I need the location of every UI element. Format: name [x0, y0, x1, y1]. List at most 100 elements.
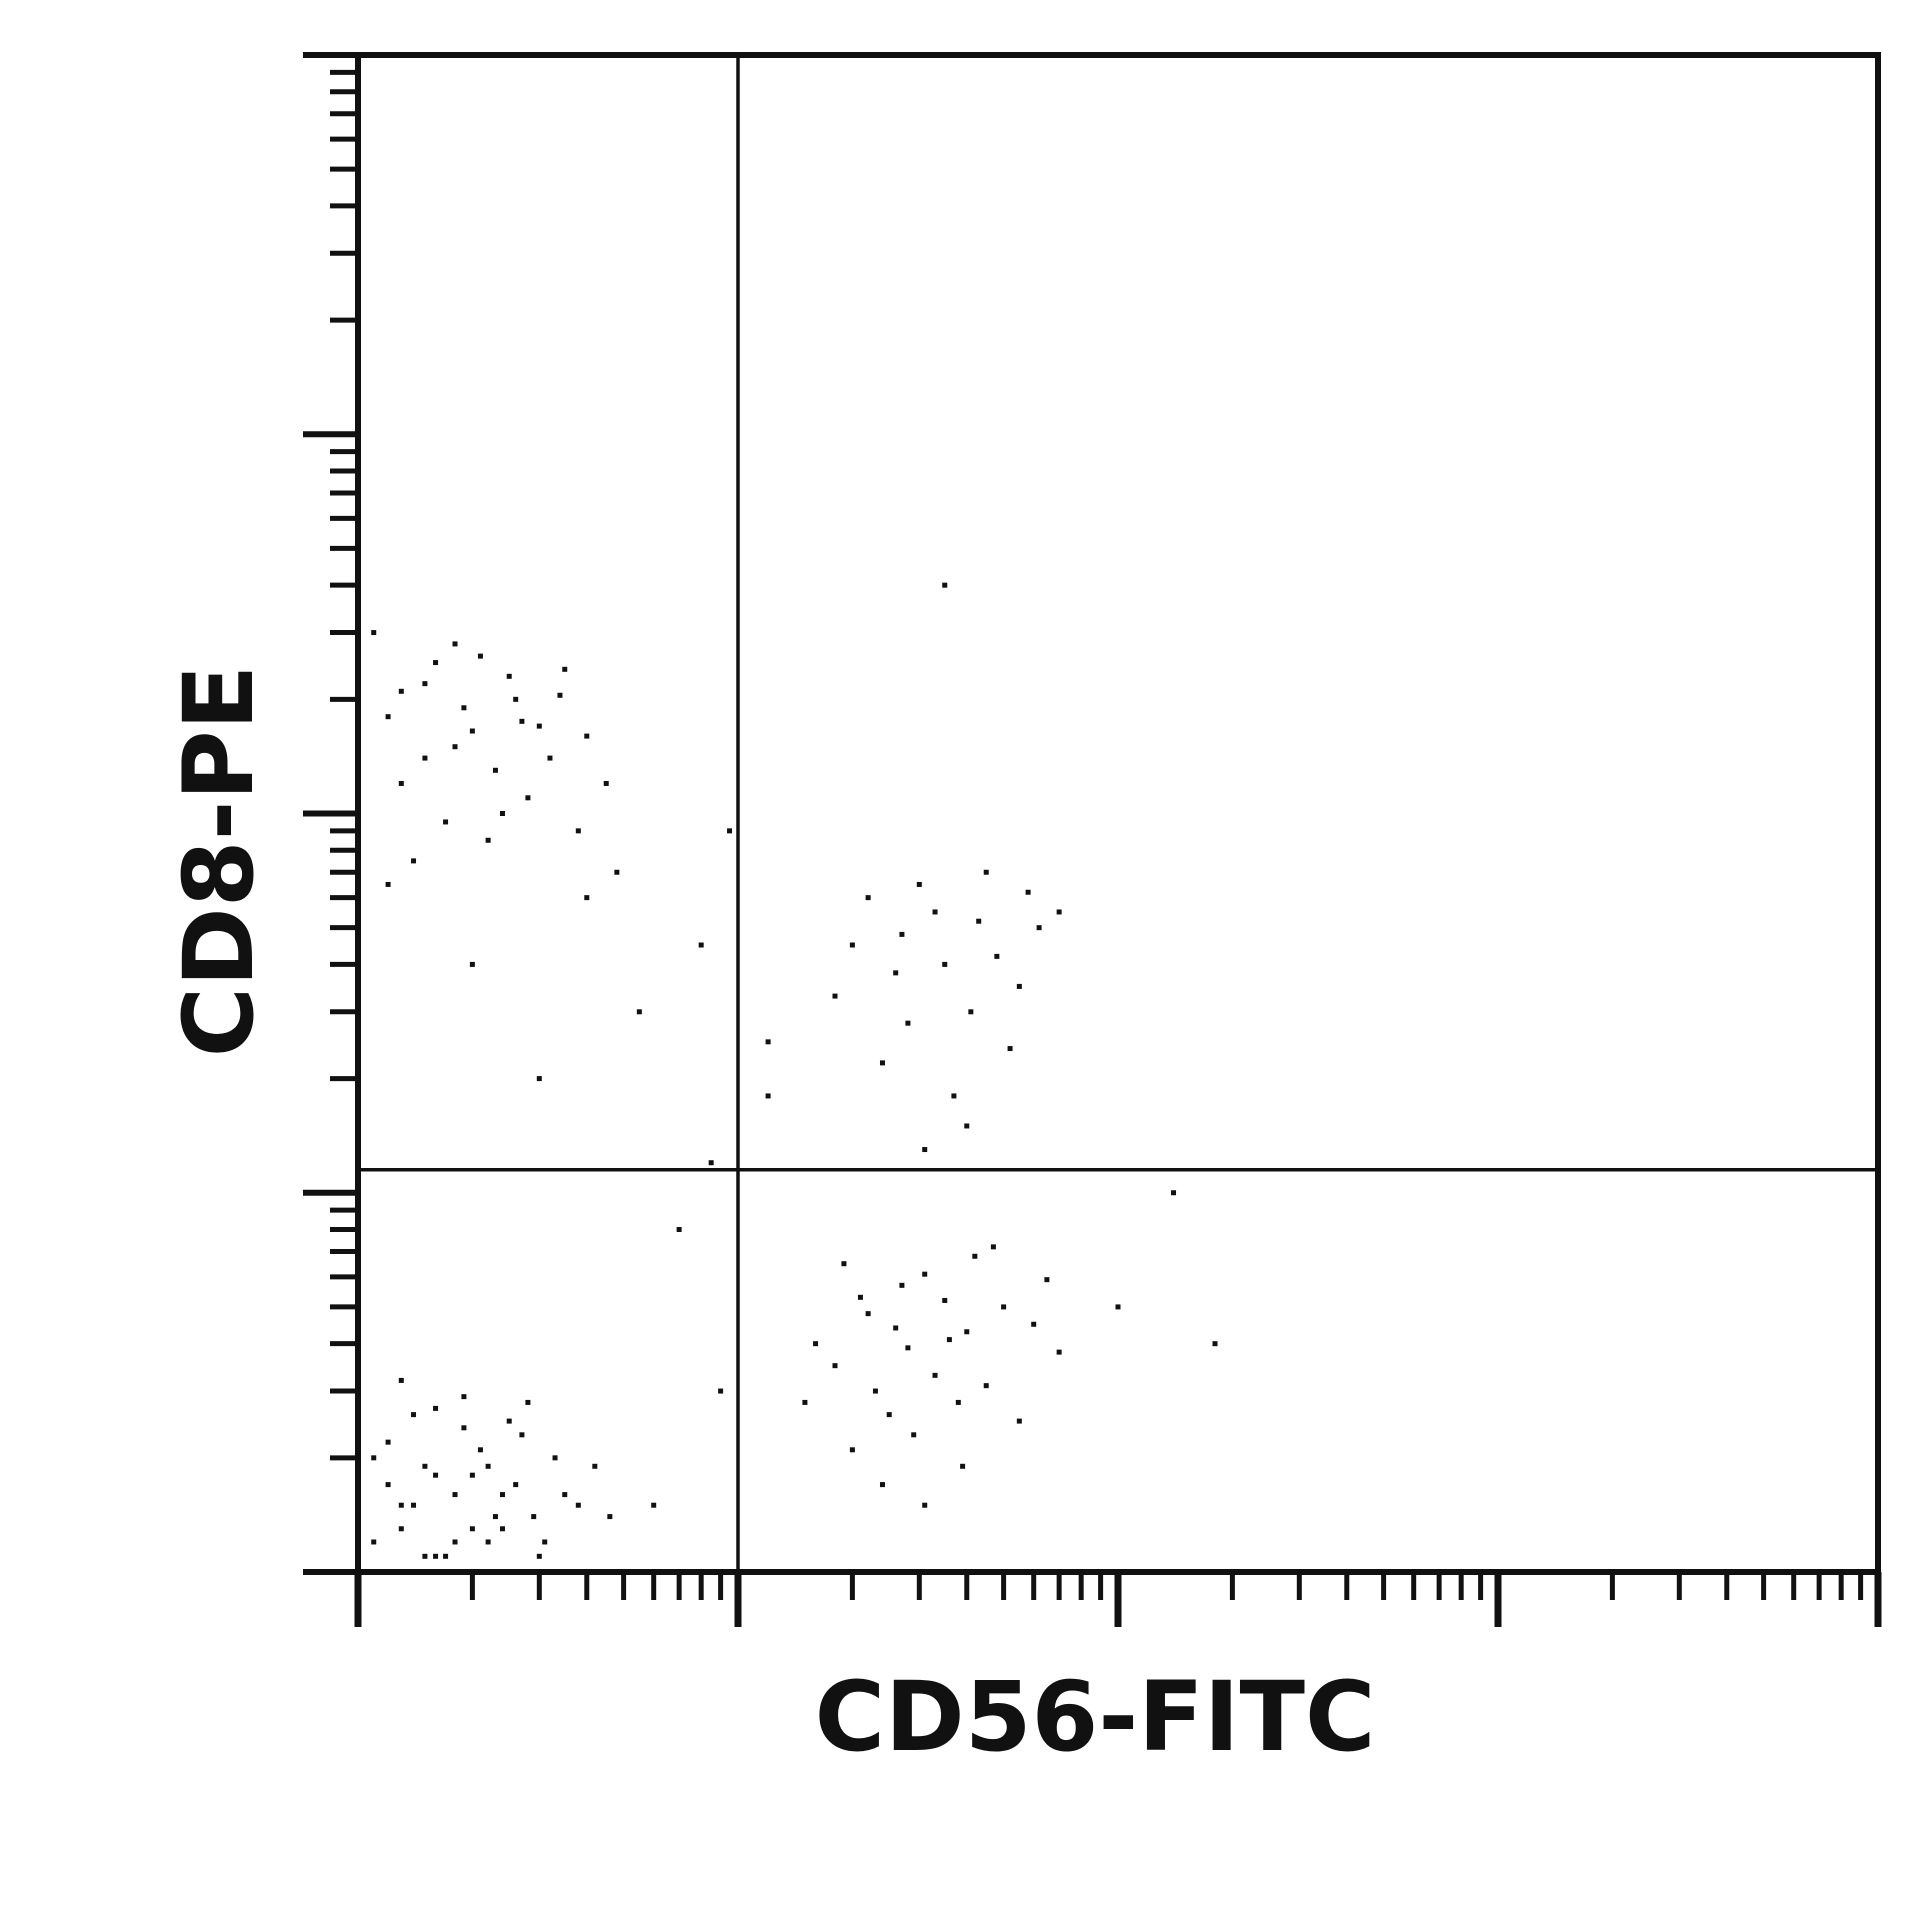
event-dot [355, 1514, 361, 1520]
event-dot [422, 681, 428, 687]
event-dot [1001, 1304, 1007, 1310]
event-dot [1056, 909, 1062, 915]
event-dot [932, 1372, 938, 1378]
event-dot [398, 1502, 404, 1508]
event-dot [1025, 889, 1031, 895]
event-dot [1007, 1046, 1013, 1052]
event-dot [968, 1009, 974, 1015]
event-dot [893, 970, 899, 976]
event-dot [398, 1377, 404, 1383]
event-dot [536, 723, 542, 729]
event-dot [443, 819, 449, 825]
event-dot [916, 881, 922, 887]
event-dot [519, 1432, 525, 1438]
event-dot [519, 718, 525, 724]
event-dot [1056, 1349, 1062, 1355]
y-axis-label: CD8-PE [163, 665, 275, 1058]
event-dot [542, 1539, 548, 1545]
event-dot [676, 1227, 682, 1233]
event-dot [911, 1432, 917, 1438]
event-dot [513, 696, 519, 702]
event-dot [433, 1405, 439, 1411]
event-dot [865, 895, 871, 901]
event-dot [592, 1463, 598, 1469]
event-dot [492, 1514, 498, 1520]
event-dot [899, 931, 905, 937]
event-dot [832, 1363, 838, 1369]
event-dot [433, 1472, 439, 1478]
event-dot [433, 1553, 439, 1559]
event-dot [872, 1388, 878, 1394]
event-dot [1044, 1277, 1050, 1283]
event-dot [879, 1482, 885, 1488]
event-dot [1016, 983, 1022, 989]
event-dot [1016, 1418, 1022, 1424]
event-dot [849, 1447, 855, 1453]
event-dot [557, 692, 563, 698]
event-dot [371, 1539, 377, 1545]
event-dot [932, 909, 938, 915]
event-dot [422, 1463, 428, 1469]
event-dot [506, 673, 512, 679]
event-dot [857, 1294, 863, 1300]
event-dot [584, 733, 590, 739]
event-dot [477, 653, 483, 659]
event-dot [452, 1539, 458, 1545]
event-dot [964, 1329, 970, 1335]
event-dot [575, 1502, 581, 1508]
event-dot [841, 1261, 847, 1267]
event-dot [461, 1394, 467, 1400]
event-dot [422, 755, 428, 761]
event-dot [398, 780, 404, 786]
plot-frame [355, 52, 1881, 1575]
event-dot [879, 1060, 885, 1066]
event-dot [955, 1399, 961, 1405]
event-dot [886, 1412, 892, 1418]
event-dot [536, 1076, 542, 1082]
event-dot [477, 1447, 483, 1453]
event-dot [727, 828, 733, 834]
event-dot [385, 881, 391, 887]
event-dot [802, 1399, 808, 1405]
event-dot [525, 795, 531, 801]
event-dot [813, 1341, 819, 1347]
event-dot [983, 1383, 989, 1389]
event-dot [536, 1553, 542, 1559]
event-dot [1212, 1341, 1218, 1347]
event-dot [1115, 1304, 1121, 1310]
event-dot [708, 1160, 714, 1166]
event-dot [492, 767, 498, 773]
event-dot [513, 1482, 519, 1488]
event-dot [636, 1009, 642, 1015]
event-dot [951, 1093, 957, 1099]
event-dot [385, 714, 391, 720]
event-dot [960, 1463, 966, 1469]
event-dot [461, 1425, 467, 1431]
event-dot [575, 828, 581, 834]
event-dot [506, 1418, 512, 1424]
event-dot [452, 1492, 458, 1498]
event-dot [469, 728, 475, 734]
event-dot [651, 1502, 657, 1508]
event-dot [398, 1526, 404, 1532]
event-dot [607, 1514, 613, 1520]
event-dot [765, 1039, 771, 1045]
event-dot [964, 1123, 970, 1129]
event-dot [990, 1244, 996, 1250]
event-dot [893, 1325, 899, 1331]
event-dot [547, 755, 553, 761]
event-dot [899, 1282, 905, 1288]
event-dot [499, 811, 505, 816]
event-dot [976, 918, 982, 924]
event-dot [603, 780, 609, 786]
event-dot [849, 942, 855, 948]
event-dot [614, 869, 620, 875]
event-dot [398, 688, 404, 694]
event-dot [499, 1526, 505, 1532]
event-dot [485, 1463, 491, 1469]
event-dot [718, 1388, 724, 1394]
event-dot [562, 1492, 568, 1498]
event-dot [485, 837, 491, 843]
event-dot [385, 1482, 391, 1488]
event-dot [922, 1502, 928, 1508]
